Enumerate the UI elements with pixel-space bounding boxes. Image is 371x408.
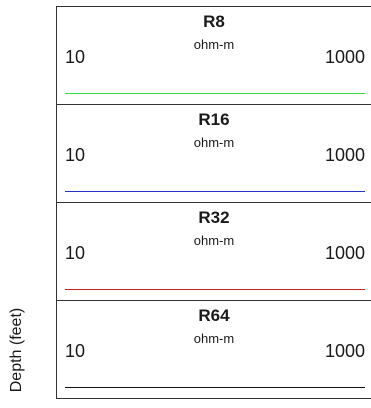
scale-max-label: 1000 (324, 145, 365, 165)
track-unit: ohm-m (193, 233, 235, 248)
scale-max-label: 1000 (324, 243, 365, 263)
curve-legend-line-r16 (65, 191, 365, 192)
curve-legend-line-r32 (65, 289, 365, 290)
scale-max-label: 1000 (324, 47, 365, 67)
y-axis-label: Depth (feet) (8, 307, 25, 393)
log-header-panel: R8 ohm-m 10 1000 R16 ohm-m 10 1000 R32 o… (56, 6, 371, 399)
scale-min-label: 10 (65, 145, 86, 165)
scale-min-label: 10 (65, 341, 86, 361)
scale-max-label: 1000 (324, 341, 365, 361)
curve-legend-line-r64 (65, 387, 365, 388)
track-title: R8 (203, 12, 225, 31)
track-title: R32 (198, 208, 230, 227)
track-r64: R64 ohm-m 10 1000 (57, 301, 371, 399)
track-r16: R16 ohm-m 10 1000 (57, 105, 371, 203)
track-title: R64 (198, 306, 230, 325)
scale-min-label: 10 (65, 243, 86, 263)
track-r8: R8 ohm-m 10 1000 (57, 7, 371, 105)
track-title: R16 (198, 110, 230, 129)
track-unit: ohm-m (193, 135, 235, 150)
track-unit: ohm-m (193, 331, 235, 346)
track-r32: R32 ohm-m 10 1000 (57, 203, 371, 301)
track-unit: ohm-m (193, 37, 235, 52)
scale-min-label: 10 (65, 47, 86, 67)
curve-legend-line-r8 (65, 93, 365, 94)
